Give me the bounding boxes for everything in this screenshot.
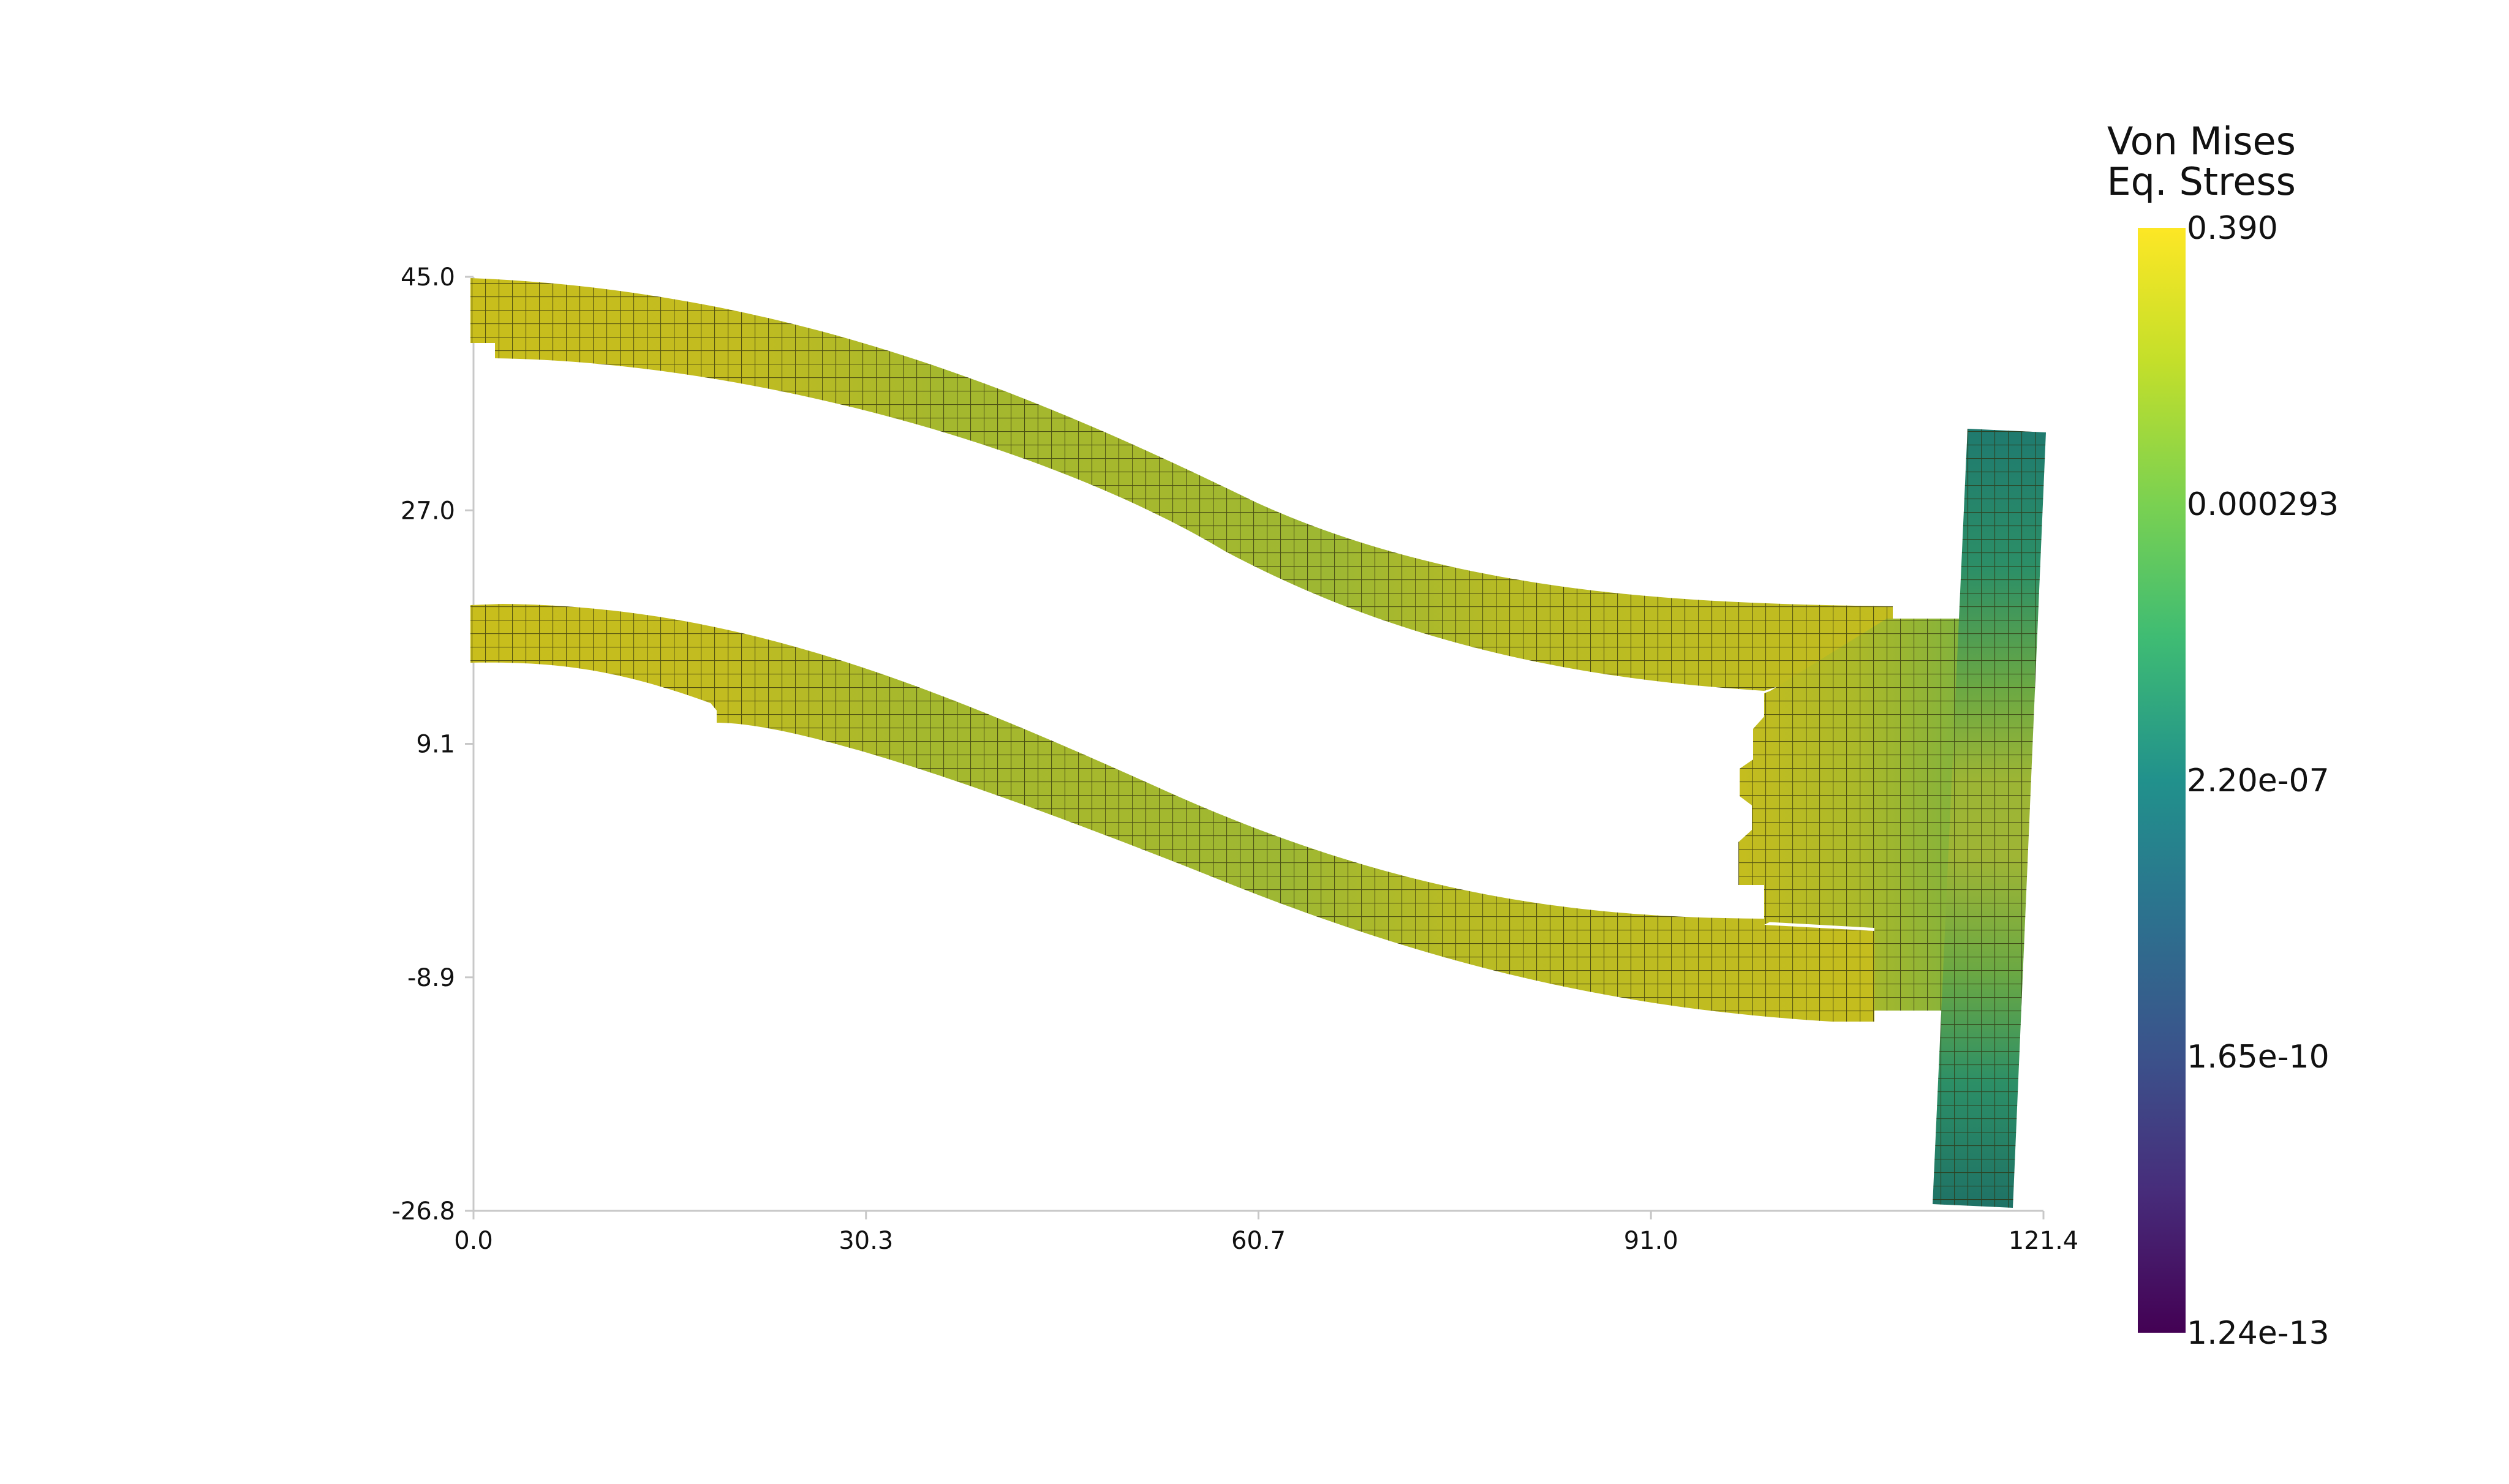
colorbar: Von Mises Eq. Stress 0.390 0.000293 2.20e-… (2107, 119, 2339, 1352)
y-tick-label: 45.0 (401, 263, 455, 292)
x-tick-label: 30.3 (839, 1227, 893, 1255)
x-tick-label: 91.0 (1624, 1227, 1678, 1255)
x-tick-label: 121.4 (2009, 1227, 2079, 1255)
colorbar-gradient (2138, 228, 2186, 1333)
colorbar-title-line1: Von Mises (2107, 119, 2296, 164)
y-tick-label: 27.0 (401, 497, 455, 525)
x-tick-label: 0.0 (454, 1227, 493, 1255)
x-axis-ticks: 0.0 30.3 60.7 91.0 121.4 (454, 1211, 2078, 1255)
colorbar-label: 1.24e-13 (2187, 1315, 2330, 1352)
y-axis-ticks: 45.0 27.0 9.1 -8.9 -26.8 (392, 263, 474, 1226)
stress-mesh (470, 278, 2046, 1208)
colorbar-label: 0.000293 (2187, 486, 2339, 523)
x-tick-label: 60.7 (1231, 1227, 1286, 1255)
colorbar-label: 0.390 (2187, 210, 2278, 247)
colorbar-label: 2.20e-07 (2187, 763, 2330, 799)
colorbar-label: 1.65e-10 (2187, 1039, 2330, 1075)
y-tick-label: -8.9 (407, 964, 455, 992)
colorbar-labels: 0.390 0.000293 2.20e-07 1.65e-10 1.24e-13 (2187, 210, 2339, 1352)
colorbar-title-line2: Eq. Stress (2107, 159, 2296, 204)
y-tick-label: 9.1 (416, 731, 455, 759)
y-tick-label: -26.8 (392, 1197, 456, 1226)
